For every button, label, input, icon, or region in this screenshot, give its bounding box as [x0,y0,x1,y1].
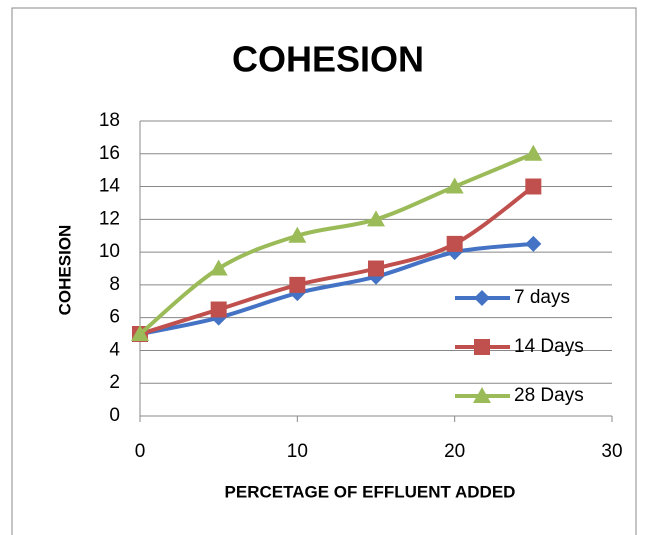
chart-title: COHESION [232,39,424,80]
data-point [446,235,463,252]
y-tick-label: 16 [99,143,120,164]
y-tick-label: 18 [99,110,120,131]
data-point [445,177,464,194]
data-point [525,235,542,252]
x-tick-label: 30 [601,441,622,462]
data-point [209,259,228,276]
legend-label: 14 Days [514,336,584,357]
legend-label: 7 days [514,287,570,308]
x-tick-label: 20 [444,441,465,462]
data-point [368,260,384,277]
y-tick-label: 2 [109,372,120,393]
y-tick-label: 6 [109,307,120,328]
x-axis-label: PERCETAGE OF EFFLUENT ADDED [225,482,516,501]
series-line [139,184,535,336]
legend-label: 28 Days [514,385,584,406]
y-axis-label: COHESION [55,225,74,316]
data-point [367,210,385,227]
y-tick-label: 8 [109,274,120,295]
data-point [288,226,307,243]
legend-marker [473,387,491,403]
data-point [131,325,149,342]
y-tick-label: 10 [99,241,120,262]
y-tick-label: 4 [109,339,120,360]
legend-marker [474,290,490,306]
data-point [289,276,306,293]
y-tick-label: 12 [99,208,120,229]
chart-frame [11,7,637,535]
series-line [138,151,535,336]
x-tick-label: 10 [287,441,308,462]
x-tick-label: 0 [135,441,146,462]
data-point [210,301,227,318]
legend-marker [474,339,490,355]
y-tick-label: 14 [99,176,121,197]
data-point [524,144,543,161]
y-tick-label: 0 [109,405,120,426]
data-point [525,178,542,195]
